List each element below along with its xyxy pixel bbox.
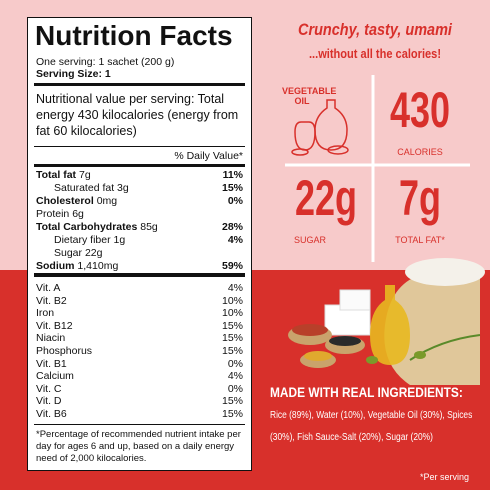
footnote: *Percentage of recommended nutrient inta… [36, 429, 241, 464]
vitamin-name: Niacin [36, 332, 66, 345]
nutrient-row: Dietary fiber 1g 4% [36, 234, 243, 247]
energy-text: Nutritional value per serving: Total ene… [36, 92, 239, 138]
nutrient-row: Protein 6g [36, 208, 243, 221]
serving-line: One serving: 1 sachet (200 g) [36, 56, 175, 68]
vitamin-name: Vit. B12 [36, 319, 73, 332]
daily-value: 4% [227, 234, 243, 246]
ingredients-text: Rice (89%), Water (10%), Vegetable Oil (… [270, 410, 473, 443]
serving-size: Serving Size: 1 [36, 68, 111, 80]
vitamin-row: Phosphorus 15% [36, 345, 243, 358]
rule [34, 164, 245, 167]
daily-value: 15% [221, 182, 243, 194]
daily-value: 59% [221, 260, 243, 272]
vitamin-name: Vit. D [36, 395, 62, 408]
nutrient-name: Total Carbohydrates [36, 221, 138, 233]
vitamin-name: Vit. A [36, 282, 61, 294]
daily-value: 0% [227, 195, 243, 207]
stat-value: 7g [374, 172, 466, 224]
vitamin-row: Vit. D 15% [36, 395, 243, 408]
nutrient-name: Saturated fat [54, 182, 115, 194]
vitamin-dv: 0% [227, 357, 243, 370]
nutrient-name: Cholesterol [36, 195, 94, 207]
headline: Crunchy, tasty, umami [270, 20, 480, 40]
note: *Per serving [420, 472, 470, 482]
rule [34, 146, 245, 147]
vitamin-row: Vit. C 0% [36, 383, 243, 396]
vitamin-row: Iron 10% [36, 307, 243, 320]
vitamin-row: Vit. B12 15% [36, 320, 243, 333]
vitamin-name: Vit. B6 [36, 408, 67, 420]
vitamin-name: Vit. C [36, 382, 62, 395]
daily-value: 28% [221, 221, 243, 233]
nutrient-row: Saturated fat 3g 15% [36, 182, 243, 195]
nutrient-amount: 85g [140, 221, 158, 233]
vitamin-dv: 15% [221, 345, 243, 357]
vitamin-name: Vit. B2 [36, 294, 67, 307]
rule [34, 273, 245, 277]
nutrient-amount: 6g [72, 208, 84, 220]
nutrient-name: Sugar [54, 247, 83, 259]
vitamin-dv: 15% [221, 408, 243, 420]
ingredients-heading-text: MADE WITH REAL INGREDIENTS: [270, 384, 463, 400]
rule [34, 83, 245, 86]
rule [34, 424, 245, 425]
stat-label: TOTAL FAT* [395, 235, 445, 245]
stat-value-text: 22g [294, 170, 358, 226]
nutrition-label: Nutrition Facts One serving: 1 sachet (2… [27, 17, 252, 471]
daily-value: 11% [222, 169, 243, 181]
stat-value-text: 7g [398, 170, 442, 226]
nutrient-name: Total fat [36, 169, 77, 181]
oil-label: VEGETABLE OIL [282, 86, 337, 106]
vitamin-dv: 15% [221, 332, 243, 345]
nutrient-amount: 7g [78, 169, 91, 181]
vitamin-name: Vit. B1 [36, 357, 67, 370]
vitamin-row: Vit. B2 10% [36, 295, 243, 308]
stat-label: CALORIES [397, 147, 443, 157]
nutrient-name: Dietary fiber [54, 234, 111, 246]
nutrient-row: Cholesterol 0mg 0% [36, 195, 243, 208]
vitamin-dv: 4% [227, 370, 243, 383]
nutrient-row: Sugar 22g [36, 247, 243, 260]
nutrient-row: Total Carbohydrates 85g 28% [36, 221, 243, 234]
stat-value: 430 [374, 84, 466, 136]
nutrient-name: Sodium [36, 260, 75, 272]
vitamin-dv: 10% [221, 307, 243, 320]
vitamin-name: Iron [36, 307, 55, 320]
vitamin-dv: 4% [227, 282, 243, 294]
vitamin-dv: 0% [227, 382, 243, 395]
vitamin-row: Niacin 15% [36, 332, 243, 345]
nutrient-name: Protein [36, 208, 70, 220]
vitamin-row: Calcium 4% [36, 370, 243, 383]
vitamin-dv: 15% [221, 395, 243, 408]
dv-header: % Daily Value* [174, 150, 243, 162]
vitamin-row: Vit. B6 15% [36, 408, 243, 421]
stat-value-text: 430 [389, 82, 451, 138]
ingredients-heading: MADE WITH REAL INGREDIENTS: [270, 384, 485, 400]
stat-value: 22g [280, 172, 372, 224]
label-title: Nutrition Facts [35, 20, 233, 51]
nutrient-amount: 3g [117, 182, 129, 194]
nutrient-row: Sodium 1,410mg 59% [36, 260, 243, 273]
vitamin-dv: 10% [221, 294, 243, 307]
vitamin-name: Calcium [36, 370, 74, 383]
subheadline: ...without all the calories! [270, 46, 480, 61]
nutrient-amount: 0mg [96, 195, 118, 207]
vitamin-dv: 15% [221, 319, 243, 332]
stat-label: SUGAR [293, 235, 326, 245]
vitamin-row: Vit. A 4% [36, 282, 243, 295]
nutrient-amount: 1,410mg [77, 260, 119, 272]
vitamin-name: Phosphorus [36, 345, 93, 357]
headline-text: Crunchy, tasty, umami [298, 20, 452, 39]
nutrient-row: Total fat 7g 11% [36, 169, 243, 182]
nutrient-amount: 1g [113, 234, 126, 246]
nutrient-amount: 22g [84, 247, 103, 259]
vitamin-row: Vit. B1 0% [36, 358, 243, 371]
subheadline-text: ...without all the calories! [308, 46, 442, 61]
